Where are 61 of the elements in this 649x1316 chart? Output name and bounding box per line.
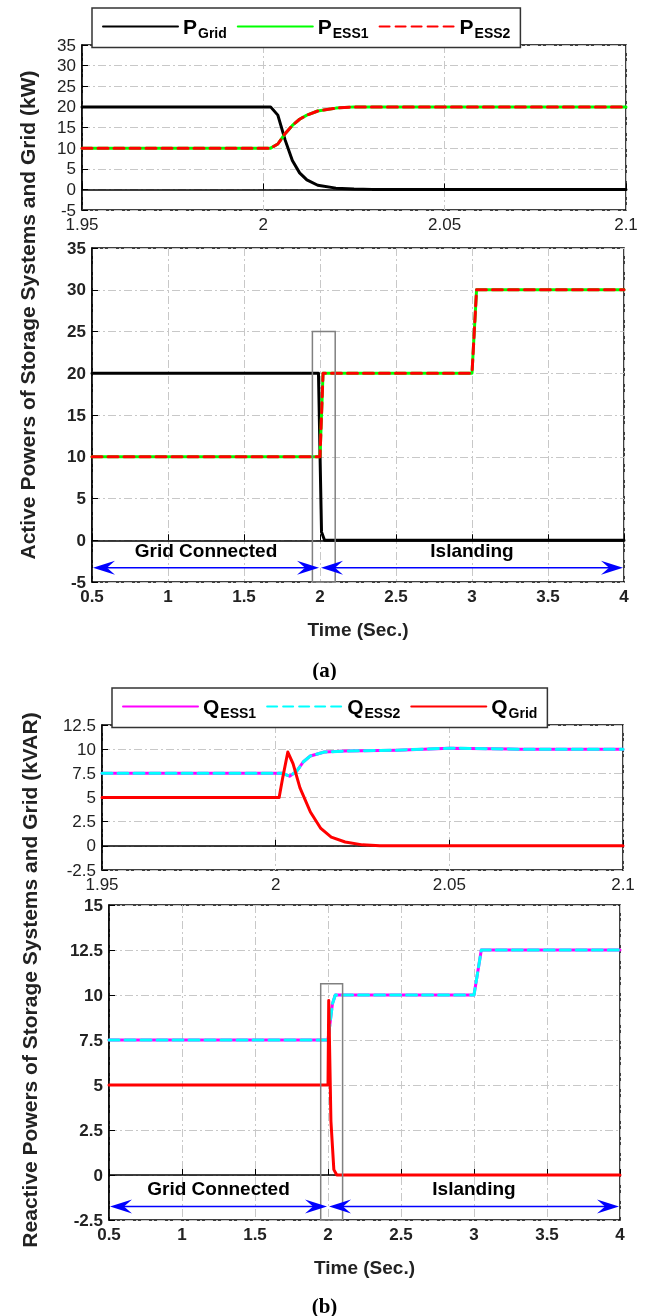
x-tick-label: 1.95 [65,215,99,234]
y-tick-label: 2.5 [72,812,96,832]
y-tick-label: 35 [57,35,76,55]
y-tick-label: 30 [57,56,76,76]
y-axis-title: Active Powers of Storage Systems and Grid (kW) [16,70,39,560]
y-tick-label: 15 [84,895,103,915]
x-tick-label: 3.5 [536,587,560,606]
x-tick-label: 2.1 [611,875,635,894]
x-tick-label: 2.05 [428,215,462,234]
y-tick-label: 35 [67,238,86,258]
y-tick-label: 15 [57,118,76,137]
x-tick-label: 4 [619,587,630,606]
x-tick-label: 2 [315,587,325,606]
x-tick-label: 2 [258,215,269,234]
annotation: Grid Connected [134,539,278,562]
x-tick-label: 2.5 [384,587,408,606]
y-tick-label: 0 [86,836,96,856]
x-tick-label: 4 [615,1225,626,1244]
x-tick-label: 3 [469,1225,479,1244]
y-tick-label: 10 [57,138,76,158]
x-tick-label: 1 [177,1225,187,1244]
y-tick-label: 7.5 [72,763,96,783]
x-tick-label: 3.5 [535,1225,559,1244]
x-tick-label: 1.5 [232,587,256,606]
x-tick-label: 1.95 [85,875,119,894]
x-tick-label: 0.5 [80,587,104,606]
y-tick-label: 30 [67,280,86,300]
x-tick-label: 2 [323,1225,333,1244]
y-tick-label: 25 [57,76,76,96]
x-tick-label: 1.5 [243,1225,267,1244]
y-tick-label: 7.5 [79,1030,103,1050]
annotation: Grid Connected [147,1178,290,1201]
y-tick-label: 0 [93,1165,103,1185]
x-tick-label: 3 [467,587,477,606]
y-tick-label: 10 [77,739,96,759]
x-tick-label: 2.1 [614,215,638,234]
y-tick-label: 5 [66,159,76,179]
y-tick-label: 20 [57,97,76,117]
y-tick-label: 10 [67,447,86,467]
x-tick-label: 0.5 [97,1225,121,1244]
x-tick-label: 2.05 [432,875,466,894]
y-tick-label: 20 [67,363,86,383]
y-tick-label: 10 [84,985,103,1005]
y-tick-label: 5 [86,788,96,807]
y-tick-label: 12.5 [62,715,96,735]
y-tick-label: 2.5 [79,1120,103,1140]
y-tick-label: 25 [67,322,86,341]
y-tick-label: 12.5 [69,940,103,960]
y-tick-label: 0 [66,179,76,199]
x-tick-label: 1 [163,587,173,606]
x-tick-label: 2 [270,875,281,894]
annotation: Islanding [430,539,514,562]
x-tick-label: 2.5 [389,1225,413,1244]
annotation: Islanding [432,1178,516,1201]
x-axis-title: Time (Sec.) [307,619,409,640]
y-tick-label: 15 [67,405,86,425]
y-axis-title: Reactive Powers of Storage Systems and Grid (kVAR) [18,712,41,1248]
y-tick-label: 5 [76,489,86,508]
x-axis-title: Time (Sec.) [313,1257,416,1278]
y-tick-label: 0 [76,530,86,550]
y-tick-label: 5 [93,1075,103,1095]
